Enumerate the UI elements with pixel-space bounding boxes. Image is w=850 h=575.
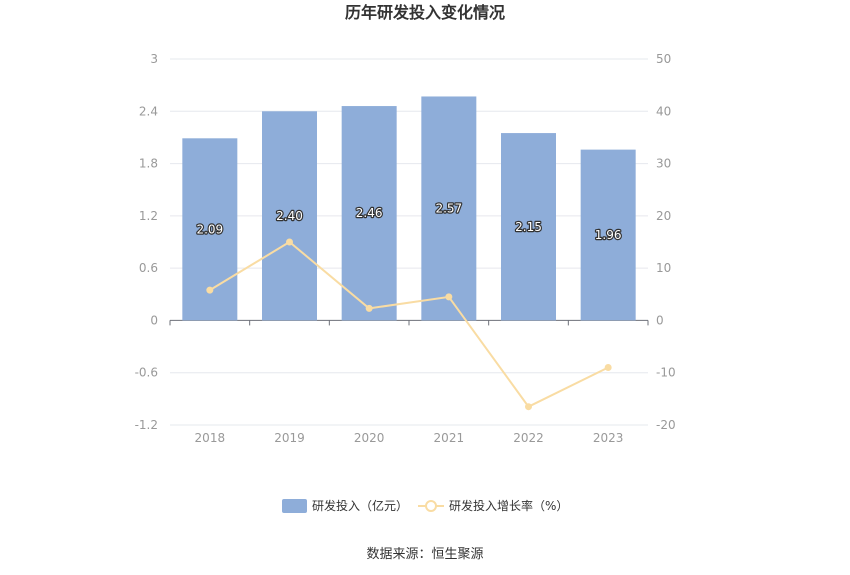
bar bbox=[341, 106, 397, 321]
bar-value-label: 2.09 bbox=[196, 222, 223, 236]
bar bbox=[262, 111, 317, 321]
bar bbox=[580, 149, 636, 321]
x-tick-label: 2023 bbox=[593, 431, 624, 445]
bar-value-label: 2.40 bbox=[276, 209, 303, 223]
chart-title: 历年研发投入变化情况 bbox=[345, 3, 505, 22]
x-axis: 2018 2019 2020 2021 2022 2023 bbox=[169, 320, 649, 445]
legend-label-bar: 研发投入（亿元） bbox=[312, 498, 408, 513]
line-point bbox=[445, 293, 453, 301]
line-series bbox=[206, 238, 612, 411]
legend-item-line[interactable]: 研发投入增长率（%） bbox=[418, 498, 568, 513]
x-tick-label: 2020 bbox=[354, 431, 385, 445]
x-tick-label: 2018 bbox=[195, 431, 226, 445]
legend-item-bar[interactable]: 研发投入（亿元） bbox=[282, 498, 408, 513]
left-tick-label: 0.6 bbox=[139, 261, 158, 275]
left-tick-label: 2.4 bbox=[139, 104, 158, 118]
bar-value-label: 1.96 bbox=[595, 228, 622, 242]
source-note: 数据来源：恒生聚源 bbox=[366, 547, 483, 562]
growth-line bbox=[209, 240, 609, 408]
left-tick-label: -0.6 bbox=[135, 366, 158, 380]
right-tick-label: 50 bbox=[656, 52, 671, 66]
right-tick-label: -10 bbox=[656, 366, 676, 380]
line-point bbox=[365, 304, 373, 312]
bar bbox=[501, 133, 556, 321]
right-axis: 50 40 30 20 10 0 -10 -20 bbox=[656, 52, 676, 432]
x-tick-label: 2022 bbox=[513, 431, 544, 445]
line-point bbox=[206, 286, 214, 294]
right-tick-label: 40 bbox=[656, 104, 671, 118]
bar-series bbox=[182, 96, 636, 321]
bar-value-label: 2.46 bbox=[356, 206, 383, 220]
data-labels: 2.09 2.40 2.46 2.57 2.15 1.96 bbox=[195, 200, 622, 243]
x-tick-label: 2019 bbox=[274, 431, 305, 445]
bar-value-label: 2.15 bbox=[515, 220, 542, 234]
legend-line-marker bbox=[425, 500, 437, 512]
legend-bar-swatch bbox=[282, 499, 307, 513]
line-point bbox=[525, 403, 532, 411]
right-tick-label: 10 bbox=[656, 261, 671, 275]
right-tick-label: 30 bbox=[656, 157, 671, 171]
left-tick-label: 1.2 bbox=[139, 209, 158, 223]
left-tick-label: 0 bbox=[150, 313, 158, 327]
legend[interactable]: 研发投入（亿元） 研发投入增长率（%） bbox=[282, 498, 568, 513]
left-tick-label: 3 bbox=[150, 52, 158, 66]
left-axis: 3 2.4 1.8 1.2 0.6 0 -0.6 -1.2 bbox=[135, 52, 158, 432]
right-tick-label: 20 bbox=[656, 209, 671, 223]
x-tick-label: 2021 bbox=[434, 431, 465, 445]
line-point bbox=[286, 238, 293, 246]
right-tick-label: 0 bbox=[656, 313, 664, 327]
bar-value-label: 2.57 bbox=[435, 201, 462, 215]
grid-lines bbox=[170, 58, 648, 426]
legend-label-line: 研发投入增长率（%） bbox=[449, 498, 568, 513]
left-tick-label: 1.8 bbox=[139, 157, 158, 171]
bar bbox=[421, 96, 477, 321]
right-tick-label: -20 bbox=[656, 418, 676, 432]
line-point bbox=[604, 363, 612, 371]
left-tick-label: -1.2 bbox=[135, 418, 158, 432]
